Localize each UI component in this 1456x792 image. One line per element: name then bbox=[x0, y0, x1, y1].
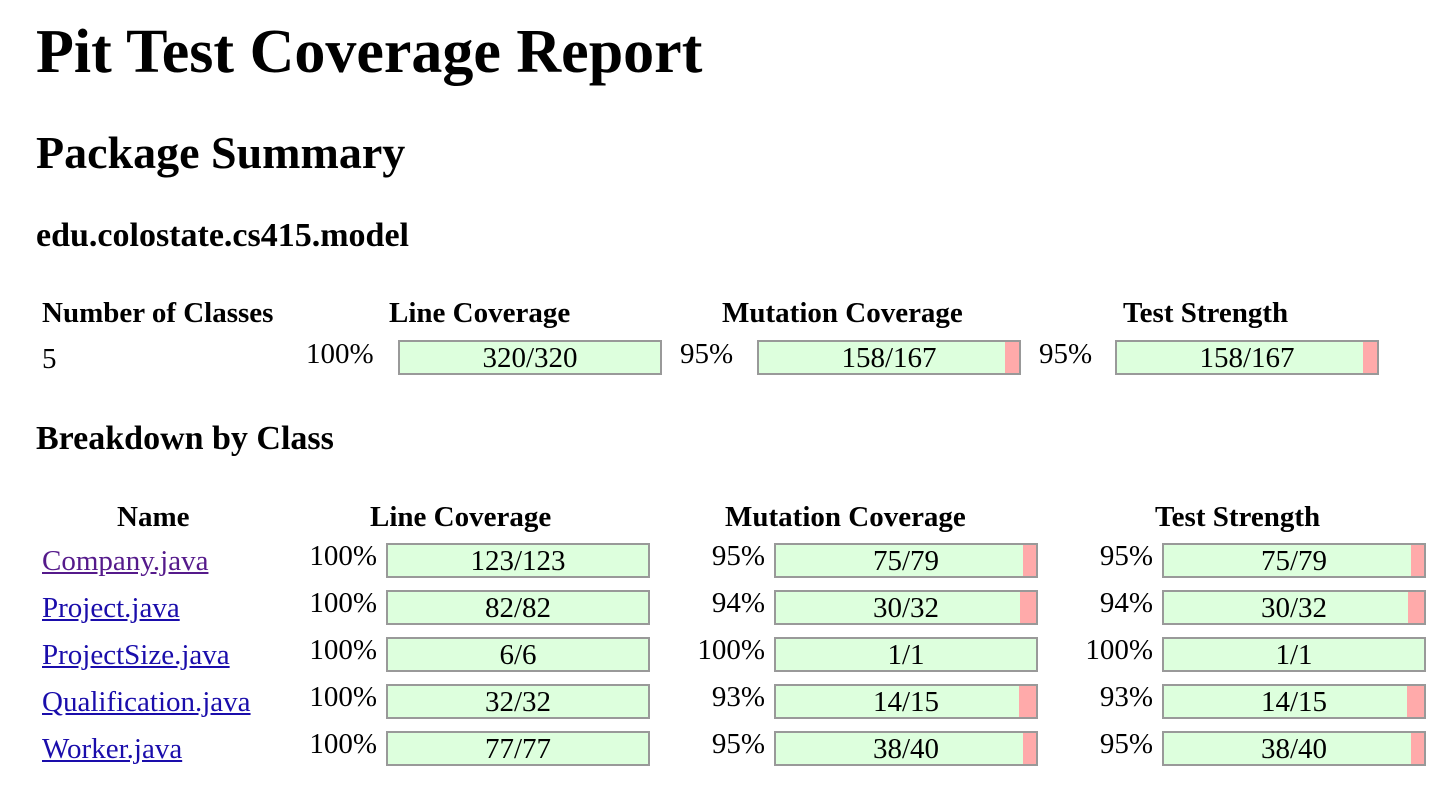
test-strength-percent: 95% bbox=[1099, 540, 1153, 572]
class-link[interactable]: Company.java bbox=[42, 545, 209, 577]
coverage-bar-label: 1/1 bbox=[1275, 639, 1313, 671]
test-strength-bar: 158/167 bbox=[1115, 340, 1379, 375]
line-coverage-bar: 320/320 bbox=[398, 340, 662, 375]
package-name: edu.colostate.cs415.model bbox=[36, 217, 410, 254]
mutation-coverage-bar: 75/79 bbox=[774, 543, 1038, 578]
header-line-coverage: Line Coverage bbox=[389, 297, 571, 329]
mutation-coverage-bar: 30/32 bbox=[774, 590, 1038, 625]
uncovered-fill bbox=[1406, 686, 1424, 717]
coverage-bar-label: 30/32 bbox=[1260, 592, 1328, 624]
line-coverage-percent: 100% bbox=[309, 681, 377, 713]
mutation-coverage-percent: 95% bbox=[680, 338, 734, 370]
test-strength-percent: 95% bbox=[1099, 728, 1153, 760]
line-coverage-percent: 100% bbox=[306, 338, 374, 370]
coverage-bar-label: 158/167 bbox=[1199, 342, 1295, 374]
test-strength-percent: 94% bbox=[1099, 587, 1153, 619]
uncovered-fill bbox=[1410, 545, 1424, 576]
coverage-bar-label: 38/40 bbox=[1260, 733, 1328, 765]
uncovered-fill bbox=[1022, 545, 1036, 576]
coverage-bar-label: 14/15 bbox=[1260, 686, 1328, 718]
test-strength-bar: 30/32 bbox=[1162, 590, 1426, 625]
mutation-coverage-percent: 100% bbox=[697, 634, 765, 666]
test-strength-percent: 95% bbox=[1039, 338, 1093, 370]
coverage-bar-label: 158/167 bbox=[841, 342, 937, 374]
uncovered-fill bbox=[1018, 686, 1036, 717]
uncovered-fill bbox=[1363, 342, 1377, 373]
coverage-bar-label: 75/79 bbox=[872, 545, 940, 577]
line-coverage-percent: 100% bbox=[309, 634, 377, 666]
uncovered-fill bbox=[1407, 592, 1424, 623]
test-strength-bar: 14/15 bbox=[1162, 684, 1426, 719]
test-strength-percent: 93% bbox=[1099, 681, 1153, 713]
mutation-coverage-bar: 158/167 bbox=[757, 340, 1021, 375]
test-strength-bar: 1/1 bbox=[1162, 637, 1426, 672]
class-link[interactable]: Project.java bbox=[42, 592, 180, 624]
coverage-bar-label: 123/123 bbox=[470, 545, 566, 577]
uncovered-fill bbox=[1005, 342, 1019, 373]
header-test-strength: Test Strength bbox=[1123, 297, 1289, 329]
test-strength-percent: 100% bbox=[1085, 634, 1153, 666]
header-number-of-classes: Number of Classes bbox=[42, 297, 274, 329]
header-mutation-coverage: Mutation Coverage bbox=[722, 297, 963, 329]
coverage-bar-label: 30/32 bbox=[872, 592, 940, 624]
coverage-bar-label: 32/32 bbox=[484, 686, 552, 718]
mutation-coverage-percent: 95% bbox=[711, 540, 765, 572]
line-coverage-percent: 100% bbox=[309, 540, 377, 572]
coverage-bar-label: 1/1 bbox=[887, 639, 925, 671]
mutation-coverage-percent: 95% bbox=[711, 728, 765, 760]
coverage-bar-label: 75/79 bbox=[1260, 545, 1328, 577]
mutation-coverage-bar: 1/1 bbox=[774, 637, 1038, 672]
test-strength-bar: 75/79 bbox=[1162, 543, 1426, 578]
uncovered-fill bbox=[1019, 592, 1036, 623]
line-coverage-percent: 100% bbox=[309, 587, 377, 619]
number-of-classes-value: 5 bbox=[42, 343, 57, 375]
line-coverage-bar: 32/32 bbox=[386, 684, 650, 719]
breakdown-heading: Breakdown by Class bbox=[36, 420, 334, 457]
header-mutation-coverage: Mutation Coverage bbox=[725, 501, 966, 533]
coverage-bar-label: 320/320 bbox=[482, 342, 578, 374]
uncovered-fill bbox=[1411, 733, 1424, 764]
line-coverage-bar: 123/123 bbox=[386, 543, 650, 578]
coverage-bar-label: 14/15 bbox=[872, 686, 940, 718]
package-summary-heading: Package Summary bbox=[36, 127, 406, 178]
mutation-coverage-percent: 94% bbox=[711, 587, 765, 619]
line-coverage-bar: 82/82 bbox=[386, 590, 650, 625]
line-coverage-bar: 6/6 bbox=[386, 637, 650, 672]
coverage-bar-label: 38/40 bbox=[872, 733, 940, 765]
mutation-coverage-bar: 38/40 bbox=[774, 731, 1038, 766]
coverage-bar-label: 77/77 bbox=[484, 733, 552, 765]
uncovered-fill bbox=[1023, 733, 1036, 764]
mutation-coverage-bar: 14/15 bbox=[774, 684, 1038, 719]
class-link[interactable]: ProjectSize.java bbox=[42, 639, 230, 671]
header-test-strength: Test Strength bbox=[1155, 501, 1321, 533]
coverage-bar-label: 6/6 bbox=[499, 639, 537, 671]
test-strength-bar: 38/40 bbox=[1162, 731, 1426, 766]
page-title: Pit Test Coverage Report bbox=[36, 18, 703, 86]
mutation-coverage-percent: 93% bbox=[711, 681, 765, 713]
class-link[interactable]: Qualification.java bbox=[42, 686, 251, 718]
class-link[interactable]: Worker.java bbox=[42, 733, 183, 765]
line-coverage-bar: 77/77 bbox=[386, 731, 650, 766]
header-name: Name bbox=[117, 501, 190, 533]
line-coverage-percent: 100% bbox=[309, 728, 377, 760]
header-line-coverage: Line Coverage bbox=[370, 501, 552, 533]
coverage-bar-label: 82/82 bbox=[484, 592, 552, 624]
